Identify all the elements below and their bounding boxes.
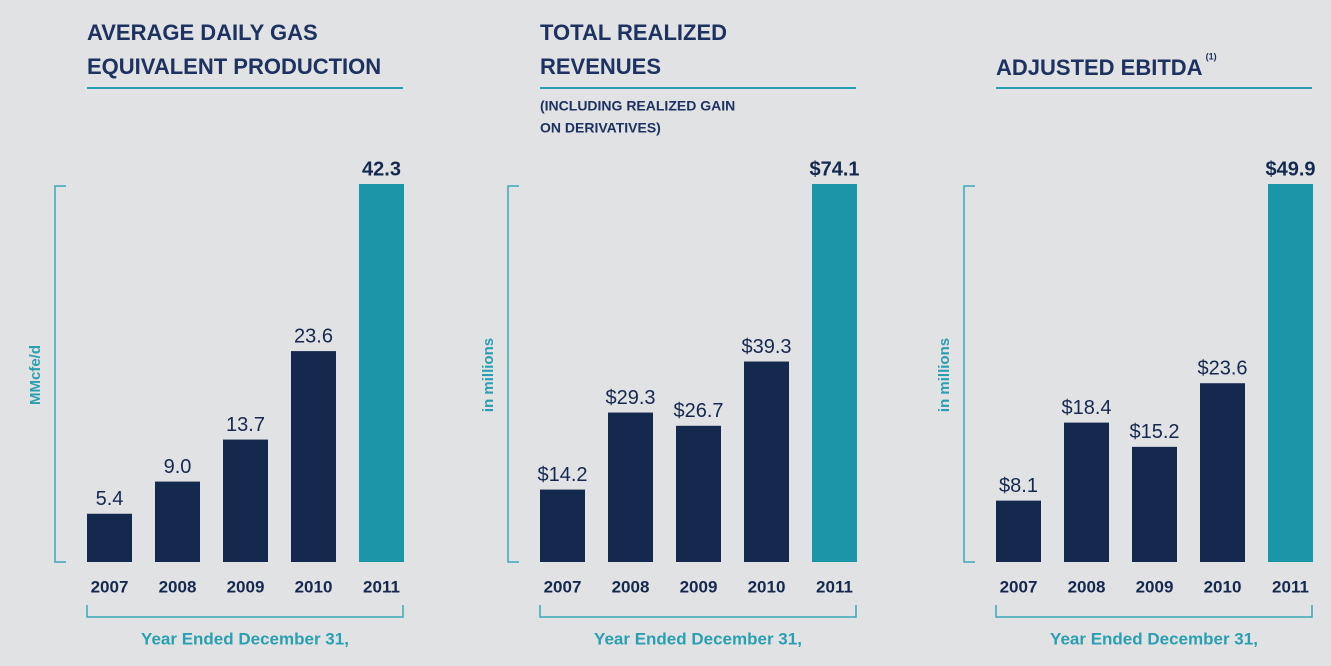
value-label: $49.9 (1265, 158, 1315, 180)
value-label: 9.0 (164, 456, 192, 478)
x-tick-label: 2009 (1136, 577, 1174, 596)
bar (608, 412, 653, 562)
value-label: $74.1 (809, 158, 859, 180)
chart-title: ADJUSTED EBITDA (996, 55, 1203, 80)
value-label: 23.6 (294, 325, 333, 347)
y-axis-label: MMcfe/d (27, 345, 44, 405)
bar (291, 351, 336, 562)
bar (1200, 383, 1245, 562)
bar (1132, 446, 1177, 562)
x-axis-label: Year Ended December 31, (1050, 629, 1258, 648)
x-tick-label: 2011 (363, 577, 400, 596)
x-tick-label: 2011 (816, 577, 853, 596)
value-label: $18.4 (1061, 397, 1111, 419)
x-axis-label: Year Ended December 31, (594, 629, 802, 648)
bar (812, 184, 857, 562)
bar (359, 184, 404, 562)
value-label: 5.4 (96, 488, 124, 510)
bar (996, 500, 1041, 562)
y-bracket (54, 185, 66, 563)
value-label: $29.3 (605, 387, 655, 409)
x-tick-label: 2011 (1272, 577, 1309, 596)
y-bracket (963, 185, 975, 563)
x-tick-label: 2007 (1000, 577, 1038, 596)
chart: AVERAGE DAILY GAS EQUIVALENT PRODUCTION MM… (27, 20, 404, 648)
value-label: $26.7 (673, 400, 723, 422)
bar (87, 513, 132, 562)
x-tick-label: 2008 (159, 577, 197, 596)
x-tick-label: 2010 (295, 577, 333, 596)
bar (540, 489, 585, 562)
bar (744, 361, 789, 562)
subtitle: ON DERIVATIVES) (540, 120, 661, 136)
bar (676, 425, 721, 562)
bar (223, 439, 268, 562)
x-axis-label: Year Ended December 31, (141, 629, 349, 648)
chart-title: TOTAL REALIZED (540, 20, 727, 45)
x-tick-label: 2007 (544, 577, 582, 596)
value-label: $8.1 (999, 475, 1038, 497)
x-bracket (539, 605, 857, 618)
x-tick-label: 2010 (1204, 577, 1242, 596)
bar (1268, 184, 1313, 562)
y-axis-label: in millions (936, 338, 953, 412)
bar (155, 481, 200, 562)
value-label: $39.3 (741, 336, 791, 358)
bar (1064, 422, 1109, 562)
x-bracket (86, 605, 404, 618)
x-tick-label: 2008 (612, 577, 650, 596)
y-bracket (507, 185, 519, 563)
value-label: $14.2 (537, 464, 587, 486)
value-label: $23.6 (1197, 358, 1247, 380)
y-axis-label: in millions (480, 338, 497, 412)
x-tick-label: 2008 (1068, 577, 1106, 596)
title-note: (1) (1206, 51, 1217, 61)
subtitle: (INCLUDING REALIZED GAIN (540, 98, 735, 114)
x-bracket (995, 605, 1313, 618)
chart: TOTAL REALIZED REVENUES (INCLUDING REALIZE… (480, 20, 860, 649)
x-tick-label: 2010 (748, 577, 786, 596)
chart-title: AVERAGE DAILY GAS (87, 20, 318, 45)
chart-title: REVENUES (540, 54, 661, 79)
x-tick-label: 2009 (680, 577, 718, 596)
chart-title: EQUIVALENT PRODUCTION (87, 54, 381, 79)
x-tick-label: 2007 (91, 577, 129, 596)
value-label: 13.7 (226, 414, 265, 436)
x-tick-label: 2009 (227, 577, 265, 596)
value-label: 42.3 (362, 158, 401, 180)
chart: ADJUSTED EBITDA (1) in millions $8.1 2007 $18… (936, 51, 1316, 648)
value-label: $15.2 (1129, 421, 1179, 443)
